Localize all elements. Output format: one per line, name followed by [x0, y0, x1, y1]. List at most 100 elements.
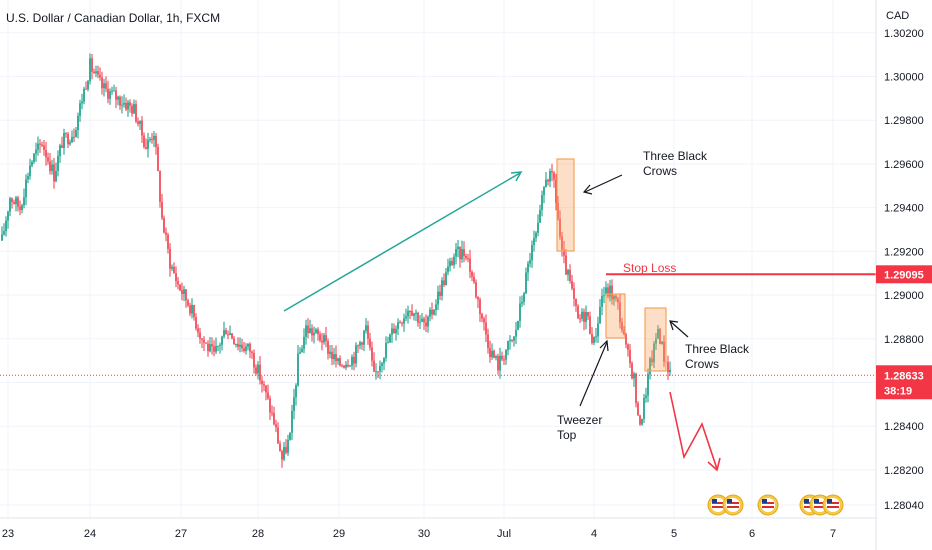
trend-arrow-line	[283, 172, 521, 312]
candle-body	[393, 328, 395, 334]
event-flag-stripe	[727, 502, 739, 504]
candle-body	[261, 380, 263, 385]
candle-body	[363, 330, 365, 345]
candle-body	[43, 145, 45, 150]
candle-body	[451, 261, 453, 265]
candle-body	[71, 136, 73, 143]
candle-body	[535, 232, 537, 239]
current-price-badge	[876, 365, 932, 400]
candle-body	[639, 415, 641, 425]
candle-body	[337, 358, 339, 362]
candle-body	[321, 340, 323, 343]
candle-body	[453, 256, 455, 265]
candle-body	[265, 385, 267, 393]
event-flag-icon	[757, 494, 779, 516]
candle-body	[421, 318, 423, 322]
candle-body	[349, 365, 351, 367]
candle-body	[13, 202, 15, 205]
candle-body	[1, 234, 3, 241]
event-flag-stripe	[712, 502, 724, 504]
candle-body	[173, 266, 175, 274]
candle-body	[503, 359, 505, 361]
candle-body	[631, 363, 633, 379]
candle-body	[425, 322, 427, 327]
candle-body	[131, 105, 133, 114]
candle-body	[129, 102, 131, 106]
candle-body	[413, 313, 415, 316]
candle-body	[545, 179, 547, 188]
candle-body	[331, 351, 333, 360]
candle-body	[603, 295, 605, 297]
candle-body	[637, 403, 639, 416]
candle-body	[53, 164, 55, 182]
candle-body	[577, 305, 579, 319]
candle-body	[641, 418, 643, 425]
candle-body	[29, 165, 31, 177]
y-tick-label: 1.29400	[884, 203, 924, 215]
annotation-text: Tweezer	[557, 413, 602, 427]
candle-body	[27, 176, 29, 180]
candle-body	[93, 71, 95, 74]
candle-body	[495, 356, 497, 358]
candle-body	[355, 345, 357, 364]
candle-body	[531, 245, 533, 261]
candle-body	[359, 342, 361, 346]
candle-body	[567, 269, 569, 275]
candle-body	[169, 248, 171, 269]
candle-body	[403, 318, 405, 324]
candle-body	[571, 281, 573, 289]
annotation-text: Three Black	[643, 149, 708, 163]
candle-body	[69, 142, 71, 145]
candle-body	[375, 371, 377, 373]
candle-body	[15, 197, 17, 205]
candle-body	[185, 289, 187, 301]
candle-body	[301, 348, 303, 353]
event-flag-stripe	[762, 506, 774, 508]
candle-body	[487, 334, 489, 349]
candle-body	[463, 249, 465, 257]
candle-body	[123, 102, 125, 105]
event-flag-stripe	[827, 506, 839, 508]
candle-body	[635, 373, 637, 404]
candle-body	[31, 161, 33, 166]
candle-body	[73, 136, 75, 138]
annotation-arrow-3-head	[599, 339, 609, 352]
candle-body	[177, 281, 179, 285]
candle-body	[499, 355, 501, 371]
candle-body	[243, 348, 245, 351]
candle-body	[5, 220, 7, 232]
candle-body	[87, 81, 89, 90]
candle-body	[327, 341, 329, 354]
stop-loss-price-badge	[876, 265, 932, 284]
candle-body	[515, 329, 517, 337]
candle-body	[255, 367, 257, 374]
candle-body	[197, 328, 199, 333]
candle-body	[627, 344, 629, 350]
candle-body	[649, 358, 651, 375]
candle-body	[469, 258, 471, 272]
candle-body	[179, 284, 181, 291]
candle-body	[311, 328, 313, 336]
candle-body	[399, 322, 401, 324]
event-flag-stripe	[712, 506, 724, 508]
candle-body	[467, 258, 469, 260]
candle-body	[227, 334, 229, 336]
annotation-text: Three Black	[685, 342, 750, 356]
candle-body	[307, 325, 309, 333]
candle-body	[547, 179, 549, 182]
candle-body	[127, 102, 129, 110]
candle-body	[111, 90, 113, 92]
candle-body	[163, 217, 165, 233]
candle-body	[3, 231, 5, 235]
candle-body	[57, 156, 59, 172]
candle-body	[429, 309, 431, 317]
event-flag-canton	[827, 499, 832, 503]
candle-body	[553, 172, 555, 180]
x-tick-label: 5	[671, 528, 677, 540]
candle-body	[415, 312, 417, 314]
candle-body	[419, 321, 421, 323]
